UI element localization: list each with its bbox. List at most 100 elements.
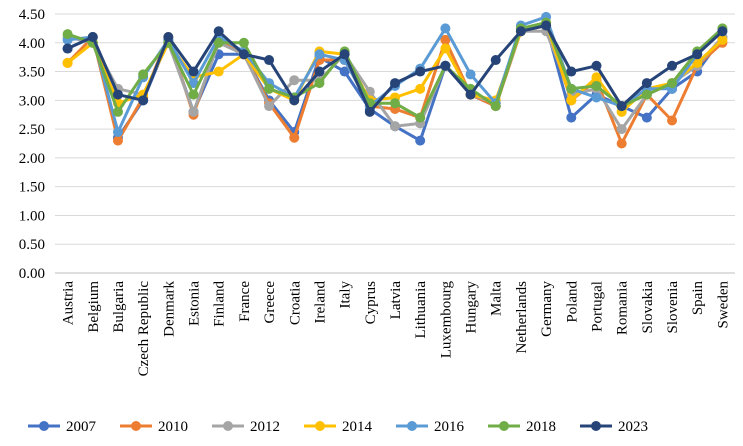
x-tick-label: Belgium <box>86 281 102 333</box>
x-tick-label: Estonia <box>187 281 203 326</box>
data-point <box>591 72 602 83</box>
x-tick-label: Sweden <box>715 281 731 329</box>
data-point <box>390 98 400 109</box>
data-point <box>314 49 325 60</box>
data-point <box>541 20 552 31</box>
x-tick-label: Ireland <box>312 281 328 324</box>
data-point <box>616 138 627 149</box>
data-point <box>314 66 325 77</box>
x-tick-label: Greece <box>262 281 278 324</box>
legend-item: 2023 <box>580 419 648 435</box>
x-tick-label: Malta <box>489 281 505 316</box>
data-point <box>238 49 249 60</box>
data-point <box>112 126 123 137</box>
data-point <box>566 112 577 123</box>
data-point <box>667 115 678 126</box>
data-point <box>138 69 149 80</box>
data-point <box>213 26 224 37</box>
data-point <box>490 101 501 112</box>
legend-label: 2010 <box>158 419 188 435</box>
data-point <box>213 37 224 48</box>
data-point <box>289 132 300 143</box>
data-point <box>339 66 350 77</box>
data-point <box>289 95 300 106</box>
y-tick-label: 0.00 <box>19 266 45 282</box>
data-point <box>692 57 703 68</box>
x-tick-label: France <box>237 281 253 322</box>
x-tick-label: Bulgaria <box>111 281 127 333</box>
data-point <box>667 78 678 89</box>
data-point <box>415 135 426 146</box>
data-point <box>591 92 602 103</box>
data-point <box>264 101 275 112</box>
data-point <box>62 29 73 40</box>
data-point <box>62 43 73 54</box>
legend-label: 2014 <box>342 419 373 435</box>
x-tick-label: Czech Republic <box>136 281 152 377</box>
data-point <box>390 121 400 132</box>
data-point <box>566 83 577 94</box>
legend-item: 2007 <box>28 419 97 435</box>
x-tick-label: Romania <box>615 281 631 335</box>
x-tick-label: Slovenia <box>665 281 681 334</box>
data-point <box>566 95 577 106</box>
data-point <box>188 106 199 117</box>
legend-label: 2007 <box>66 419 97 435</box>
x-tick-label: Slovakia <box>640 281 656 334</box>
data-point <box>314 78 325 89</box>
y-axis-tick-labels: 0.00 0.50 1.00 1.50 2.00 2.50 3.00 3.50 4.00 4.50 <box>19 7 45 282</box>
legend-item: 2016 <box>396 419 465 435</box>
x-tick-label: Luxembourg <box>438 281 454 359</box>
x-tick-label: Poland <box>564 281 580 323</box>
data-point <box>465 89 476 100</box>
y-tick-label: 1.50 <box>19 180 45 196</box>
legend-marker <box>223 421 233 431</box>
legend-item: 2014 <box>304 419 373 435</box>
data-point <box>515 26 526 37</box>
x-tick-label: Spain <box>690 281 706 316</box>
legend-marker <box>499 421 509 431</box>
series-2023 <box>62 20 728 117</box>
data-point <box>667 60 678 71</box>
data-point <box>641 112 652 123</box>
data-point <box>188 78 199 89</box>
x-tick-label: Germany <box>539 281 555 337</box>
data-point <box>440 34 451 45</box>
data-point <box>112 89 123 100</box>
legend-marker <box>39 421 49 431</box>
y-tick-label: 2.00 <box>19 151 45 167</box>
data-point <box>415 66 426 77</box>
y-tick-label: 2.50 <box>19 122 45 138</box>
y-tick-label: 4.50 <box>19 7 45 23</box>
legend-marker <box>591 421 601 431</box>
data-point <box>112 106 123 117</box>
data-point <box>566 66 577 77</box>
legend-label: 2023 <box>618 419 648 435</box>
y-tick-label: 0.50 <box>19 237 45 253</box>
data-point <box>163 32 174 43</box>
data-point <box>616 124 627 135</box>
x-tick-label: Finland <box>212 281 228 327</box>
x-axis-tick-labels: Austria Belgium Bulgaria Czech Republic Denm… <box>61 281 732 377</box>
x-tick-label: Hungary <box>464 281 480 334</box>
x-tick-label: Lithuania <box>413 281 429 339</box>
x-tick-label: Denmark <box>161 281 177 337</box>
data-point <box>188 66 199 77</box>
legend-marker <box>407 421 417 431</box>
data-point <box>641 78 652 89</box>
x-tick-label: Italy <box>338 281 354 309</box>
data-point <box>490 55 501 66</box>
data-point <box>289 75 300 86</box>
data-point <box>188 89 199 100</box>
legend-item: 2012 <box>212 419 280 435</box>
data-point <box>415 112 426 123</box>
x-tick-label: Netherlands <box>514 281 530 354</box>
data-point <box>717 34 728 45</box>
data-point <box>591 80 602 91</box>
data-point <box>390 78 400 89</box>
series-2016 <box>62 11 728 137</box>
y-tick-label: 4.00 <box>19 36 45 52</box>
data-point <box>440 43 451 54</box>
data-point <box>415 83 426 94</box>
